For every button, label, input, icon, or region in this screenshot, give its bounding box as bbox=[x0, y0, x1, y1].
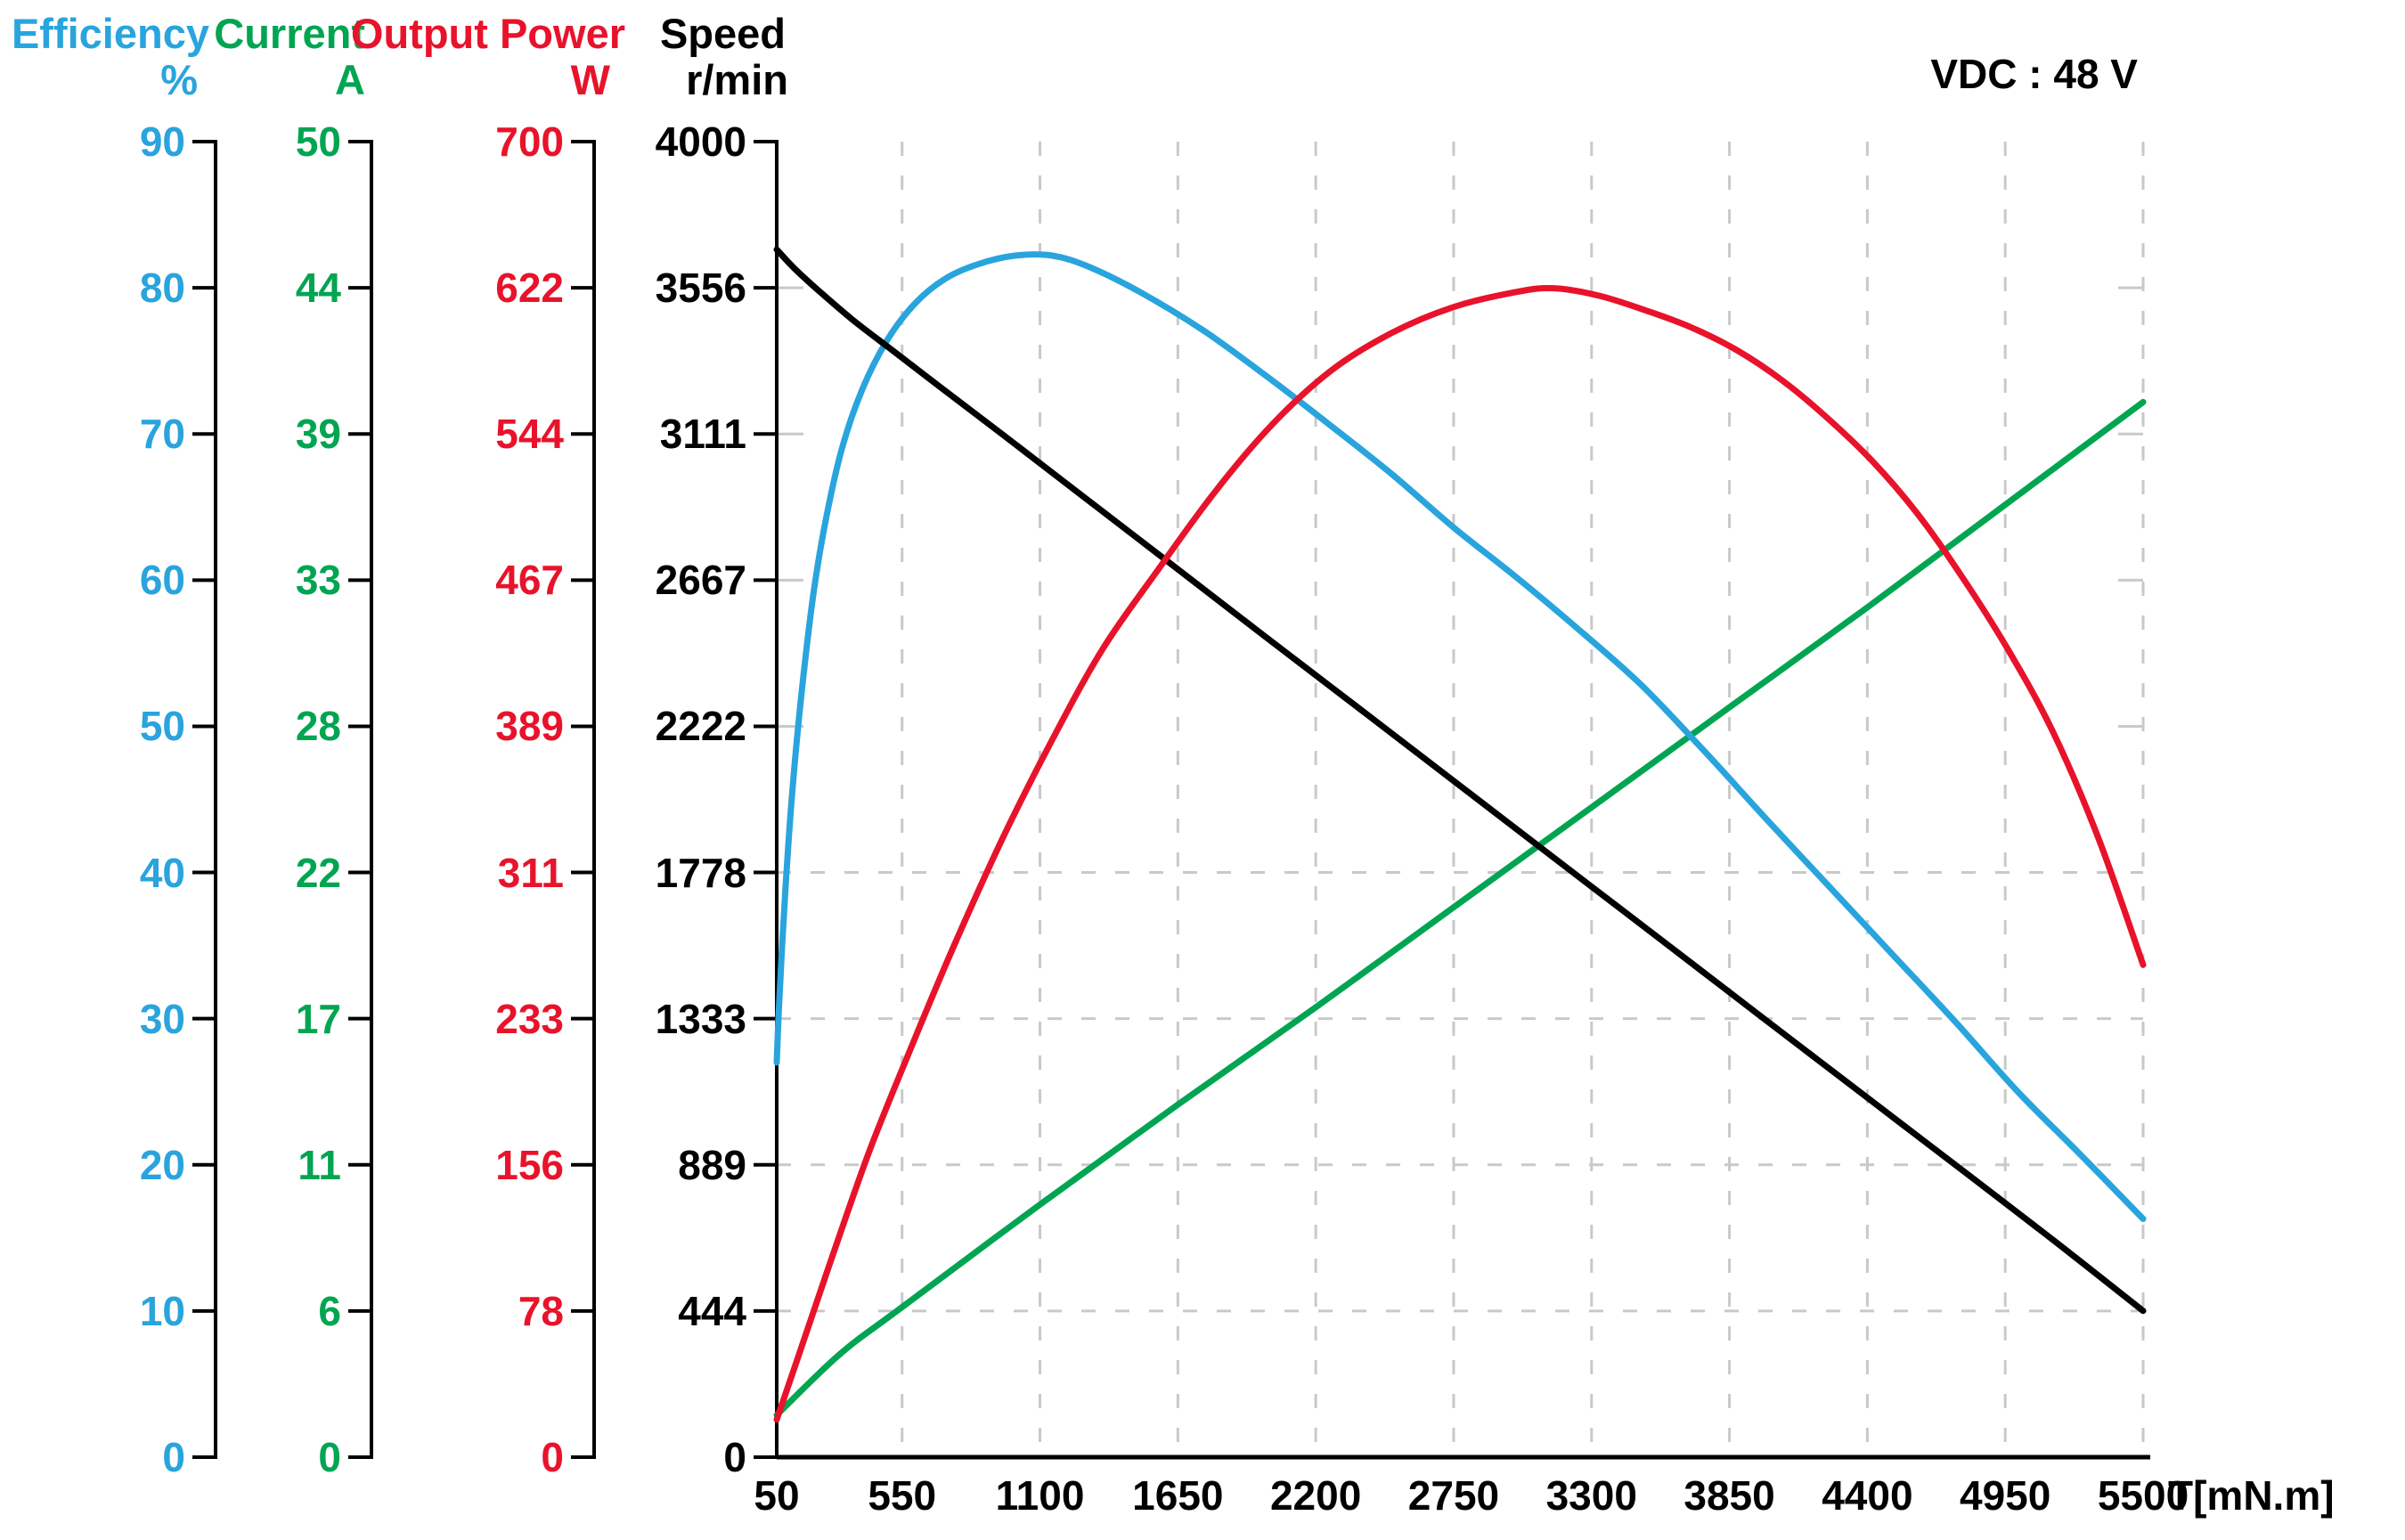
speed-tick-label: 0 bbox=[723, 1434, 746, 1480]
current-tick-label: 50 bbox=[295, 118, 341, 165]
current-axis-name: Current bbox=[214, 10, 365, 57]
current-tick-label: 28 bbox=[295, 703, 341, 750]
speed-tick-label: 889 bbox=[678, 1141, 746, 1188]
efficiency-tick-label: 80 bbox=[139, 265, 185, 312]
speed-axis-unit: r/min bbox=[686, 56, 788, 103]
efficiency-tick-label: 20 bbox=[139, 1141, 185, 1188]
speed-tick-label: 444 bbox=[678, 1287, 746, 1334]
current-tick-label: 17 bbox=[295, 995, 341, 1042]
efficiency-tick-label: 90 bbox=[139, 118, 185, 165]
speed-tick-label: 3556 bbox=[655, 265, 746, 312]
output_power-tick-label: 311 bbox=[497, 849, 564, 896]
output_power-tick-label: 467 bbox=[495, 557, 564, 604]
output_power-tick-label: 0 bbox=[541, 1434, 564, 1480]
speed-tick-label: 3111 bbox=[659, 411, 746, 458]
x-tick-label: 3850 bbox=[1684, 1472, 1775, 1519]
efficiency-tick-label: 0 bbox=[162, 1434, 185, 1480]
current-tick-label: 11 bbox=[298, 1141, 341, 1188]
current-tick-label: 33 bbox=[295, 557, 341, 604]
output_power-tick-label: 622 bbox=[495, 265, 564, 312]
output_power-tick-label: 78 bbox=[518, 1287, 564, 1334]
speed-tick-label: 4000 bbox=[655, 118, 746, 165]
current-axis-unit: A bbox=[335, 56, 365, 103]
output_power-tick-label: 544 bbox=[495, 411, 564, 458]
speed-axis-name: Speed bbox=[659, 10, 786, 57]
efficiency-axis-unit: % bbox=[160, 56, 198, 103]
output-power-curve bbox=[773, 284, 2147, 1423]
output_power-tick-label: 156 bbox=[495, 1141, 564, 1188]
speed-tick-label: 2667 bbox=[655, 557, 746, 604]
current-tick-label: 6 bbox=[318, 1287, 341, 1334]
current-tick-label: 39 bbox=[295, 411, 341, 458]
speed-tick-label: 1778 bbox=[655, 849, 746, 896]
efficiency-axis-name: Efficiency bbox=[11, 10, 209, 57]
speed-tick-label: 1333 bbox=[655, 995, 746, 1042]
output_power-tick-label: 233 bbox=[495, 995, 564, 1042]
x-tick-label: 2750 bbox=[1407, 1472, 1500, 1519]
x-tick-label: 3300 bbox=[1545, 1472, 1637, 1519]
efficiency-tick-label: 70 bbox=[139, 411, 185, 458]
efficiency-tick-label: 60 bbox=[139, 557, 185, 604]
efficiency-curve bbox=[773, 251, 2147, 1222]
efficiency-tick-label: 50 bbox=[139, 703, 185, 750]
current-curve bbox=[773, 398, 2147, 1419]
speed-tick-label: 2222 bbox=[655, 703, 746, 750]
x-tick-label: 1100 bbox=[995, 1472, 1085, 1519]
x-tick-label: 1650 bbox=[1132, 1472, 1224, 1519]
x-tick-label: 50 bbox=[754, 1472, 800, 1519]
output-power-axis-unit: W bbox=[570, 56, 610, 103]
x-tick-label: 4950 bbox=[1960, 1472, 2051, 1519]
x-tick-label: 4400 bbox=[1822, 1472, 1913, 1519]
current-tick-label: 0 bbox=[318, 1434, 341, 1480]
x-tick-label: 550 bbox=[868, 1472, 937, 1519]
output_power-tick-label: 389 bbox=[495, 703, 564, 750]
x-axis-title: T[mN.m] bbox=[2168, 1472, 2335, 1519]
current-tick-label: 22 bbox=[295, 849, 341, 896]
vdc-annotation: VDC : 48 V bbox=[1930, 51, 2138, 97]
current-tick-label: 44 bbox=[295, 265, 341, 312]
output-power-axis-name: Output Power bbox=[350, 10, 625, 57]
efficiency-tick-label: 40 bbox=[139, 849, 185, 896]
x-tick-label: 5500 bbox=[2097, 1472, 2189, 1519]
speed-curve bbox=[773, 246, 2147, 1315]
x-tick-label: 2200 bbox=[1269, 1472, 1362, 1519]
efficiency-tick-label: 30 bbox=[139, 995, 185, 1042]
output_power-tick-label: 700 bbox=[495, 118, 564, 165]
efficiency-tick-label: 10 bbox=[139, 1287, 185, 1334]
